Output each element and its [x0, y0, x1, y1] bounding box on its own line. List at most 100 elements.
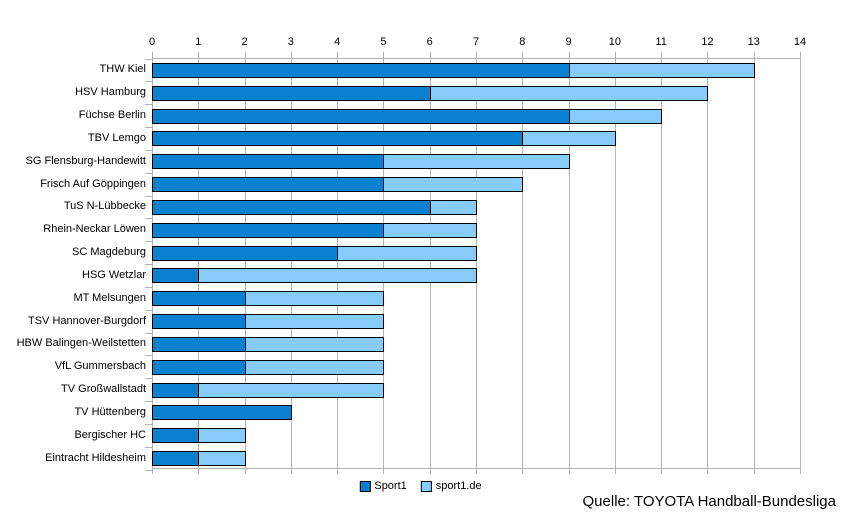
gridline: [198, 59, 200, 468]
y-axis-tick: [145, 218, 152, 220]
y-axis-tick: [145, 309, 152, 311]
y-axis-tick: [145, 241, 152, 243]
x-axis-tick-label: 6: [426, 36, 433, 48]
x-axis-tick-label: 10: [608, 36, 621, 48]
legend-item-sport1: Sport1: [359, 480, 407, 493]
y-axis-tick: [145, 469, 152, 471]
y-axis-tick: [145, 286, 152, 288]
x-axis-tick-label: 3: [287, 36, 294, 48]
x-axis-tick: [476, 52, 477, 58]
gridline: [290, 59, 292, 468]
gridline: [707, 59, 709, 468]
y-axis-tick: [145, 401, 152, 402]
x-axis-tick-label: 9: [565, 36, 572, 48]
bar-segment-sport1: [152, 314, 246, 330]
y-axis-tick: [145, 195, 152, 197]
x-axis-tick: [429, 52, 431, 58]
legend-label-sport1: Sport1: [374, 480, 407, 492]
gridline: [152, 59, 153, 468]
category-label: HBW Balingen-Weilstetten: [16, 337, 146, 350]
x-axis-tick: [383, 52, 385, 58]
bar-segment-sport1: [152, 291, 246, 307]
x-axis-tick-label: 2: [241, 36, 248, 48]
category-label: TV Großwallstadt: [61, 383, 146, 396]
bar-segment-sport1de: [198, 268, 477, 284]
x-axis-tick-label: 0: [148, 36, 156, 48]
x-axis-tick: [522, 52, 524, 58]
bar-segment-sport1de: [383, 177, 524, 193]
y-axis-tick: [145, 332, 152, 334]
x-axis-tick-label: 5: [380, 36, 387, 48]
category-label: SC Magdeburg: [72, 246, 146, 259]
category-label: TuS N-Lübbecke: [63, 200, 146, 213]
category-label: TSV Hannover-Burgdorf: [28, 314, 146, 327]
bar-segment-sport1de: [383, 154, 570, 170]
category-label: TV Hüttenberg: [74, 405, 146, 418]
legend: Sport1 sport1.de: [359, 480, 482, 493]
y-axis-tick: [145, 172, 152, 174]
plot-area: 0 1 2 3 4 5 6 7 8 9 10 11 12 13 14: [145, 36, 806, 474]
legend-item-sport1de: sport1.de: [420, 480, 482, 493]
bar-segment-sport1: [152, 177, 385, 193]
category-label: MT Melsungen: [73, 291, 146, 304]
x-axis-tick: [661, 52, 663, 58]
x-axis-tick-bottom: [522, 469, 524, 474]
bar-segment-sport1: [152, 268, 200, 284]
category-label: SG Flensburg-Handewitt: [25, 154, 146, 167]
sport1de-swatch-icon: [420, 481, 432, 492]
bar-segment-sport1de: [198, 382, 385, 398]
x-axis-tick-label: 1: [195, 36, 202, 48]
bar-segment-sport1: [152, 222, 385, 238]
x-axis-tick: [337, 52, 339, 58]
x-axis-tick-label: 12: [701, 36, 714, 48]
x-axis-tick-bottom: [707, 469, 709, 474]
gridline: [476, 59, 477, 468]
category-label: HSG Wetzlar: [82, 268, 146, 281]
gridline: [568, 59, 570, 468]
bar-segment-sport1de: [244, 359, 385, 375]
x-axis-tick-bottom: [429, 469, 431, 474]
bar-segment-sport1de: [244, 336, 385, 352]
x-axis-tick-label: 4: [334, 36, 341, 48]
bar-segment-sport1: [152, 108, 570, 124]
gridline: [800, 59, 801, 468]
bar-segment-sport1de: [337, 245, 477, 261]
x-axis-tick: [198, 52, 200, 58]
bar-segment-sport1de: [244, 314, 385, 330]
bar-segment-sport1: [152, 131, 524, 147]
bar-segment-sport1: [152, 451, 200, 467]
x-axis-tick-bottom: [753, 469, 755, 474]
x-axis-tick-bottom: [198, 469, 200, 474]
bar-segment-sport1: [152, 405, 292, 421]
x-axis-tick-bottom: [337, 469, 339, 474]
category-label: VfL Gummersbach: [54, 360, 146, 373]
bar-segment-sport1: [152, 382, 200, 398]
gridline: [429, 59, 431, 468]
bar-segment-sport1de: [522, 131, 616, 147]
x-axis-tick: [290, 52, 292, 58]
bar-segment-sport1: [152, 199, 431, 215]
gridline: [337, 59, 339, 468]
bar-segment-sport1de: [198, 451, 246, 467]
x-axis-tick-label: 14: [793, 36, 807, 48]
x-axis-tick-bottom: [661, 469, 663, 474]
legend-label-sport1de: sport1.de: [435, 480, 482, 492]
y-axis-tick: [145, 264, 152, 265]
bar-segment-sport1: [152, 428, 200, 444]
y-axis-tick: [145, 127, 152, 128]
bar-segment-sport1de: [198, 428, 246, 444]
category-label: TBV Lemgo: [87, 131, 146, 144]
x-axis-tick-bottom: [383, 469, 385, 474]
category-label: Füchse Berlin: [78, 109, 146, 122]
bar-segment-sport1: [152, 245, 339, 261]
x-axis-tick-bottom: [476, 469, 477, 474]
gridline: [244, 59, 246, 468]
x-axis-tick: [614, 52, 616, 58]
bar-segment-sport1: [152, 154, 385, 170]
bar-segment-sport1de: [568, 108, 663, 124]
source-caption: Quelle: TOYOTA Handball-Bundesliga: [582, 493, 836, 510]
category-label: Frisch Auf Göppingen: [40, 177, 146, 190]
bar-segment-sport1: [152, 62, 570, 78]
y-axis-tick: [145, 355, 152, 357]
x-axis-tick-bottom: [800, 469, 801, 474]
